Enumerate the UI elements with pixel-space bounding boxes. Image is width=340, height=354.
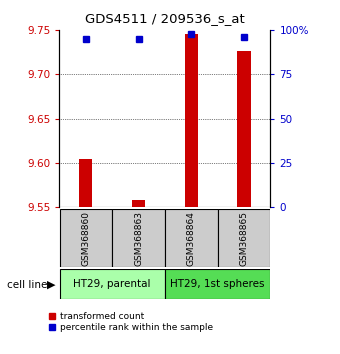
Bar <box>165 209 218 267</box>
Legend: transformed count, percentile rank within the sample: transformed count, percentile rank withi… <box>49 313 213 332</box>
Text: GSM368865: GSM368865 <box>239 211 249 266</box>
Bar <box>165 269 270 299</box>
Text: GSM368863: GSM368863 <box>134 211 143 266</box>
Bar <box>112 209 165 267</box>
Bar <box>237 51 251 207</box>
Text: GSM368860: GSM368860 <box>81 211 90 266</box>
Text: ▶: ▶ <box>47 280 56 290</box>
Text: HT29, 1st spheres: HT29, 1st spheres <box>170 279 265 289</box>
Bar <box>218 209 270 267</box>
Bar <box>59 209 112 267</box>
Text: GSM368864: GSM368864 <box>187 211 196 266</box>
Bar <box>185 34 198 207</box>
Text: GDS4511 / 209536_s_at: GDS4511 / 209536_s_at <box>85 12 245 25</box>
Bar <box>132 200 145 207</box>
Bar <box>79 159 92 207</box>
Bar <box>59 269 165 299</box>
Text: cell line: cell line <box>7 280 47 290</box>
Text: HT29, parental: HT29, parental <box>73 279 151 289</box>
